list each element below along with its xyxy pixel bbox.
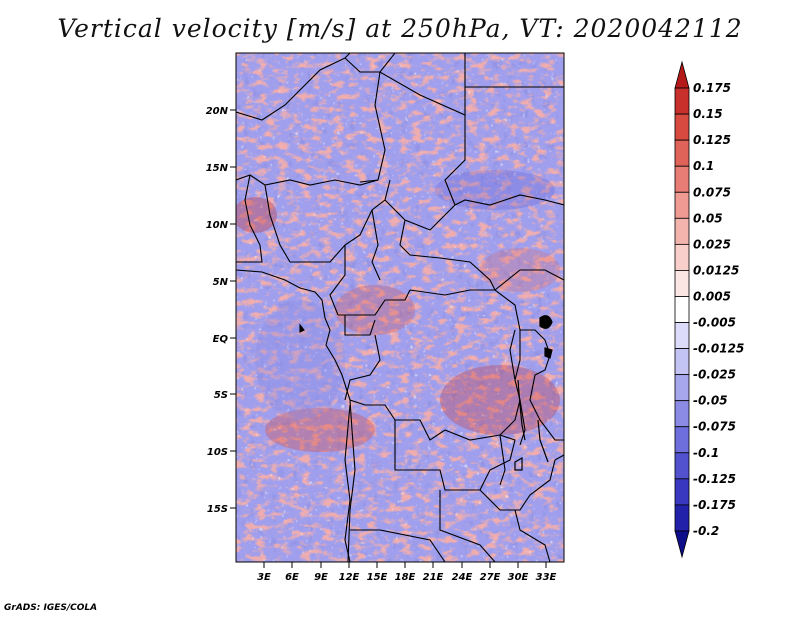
colorbar-label: -0.2	[693, 524, 719, 538]
colorbar-label: -0.075	[693, 420, 736, 434]
colorbar-swatch	[674, 87, 690, 115]
map-frame	[235, 52, 565, 563]
lat-label: 5N	[213, 277, 229, 288]
colorbar-swatch	[674, 530, 690, 559]
lon-label: 9E	[314, 572, 328, 583]
colorbar-label: -0.175	[693, 498, 736, 512]
coastline	[236, 269, 356, 562]
lon-label: 15E	[367, 572, 388, 583]
colorbar-swatch	[674, 139, 690, 167]
lon-label: 27E	[480, 572, 501, 583]
colorbar: 0.175 0.15 0.125 0.1 0.075 0.05 0.025 0.0125 0.0…	[674, 60, 744, 559]
colorbar-swatch	[674, 426, 690, 454]
colorbar-swatch	[674, 60, 690, 89]
lat-label: 5S	[214, 390, 228, 401]
colorbar-label: -0.1	[693, 446, 719, 460]
colorbar-label: 0.0125	[693, 263, 739, 277]
colorbar-label: 0.175	[693, 81, 731, 95]
colorbar-swatch	[674, 270, 690, 297]
chart-title: Vertical velocity [m/s] at 250hPa, VT: 2…	[57, 14, 743, 43]
colorbar-label: 0.15	[693, 107, 723, 121]
colorbar-swatch	[674, 322, 690, 349]
vertical-velocity-field	[236, 53, 564, 562]
lon-label: 3E	[257, 572, 271, 583]
lon-label: 6E	[285, 572, 299, 583]
lat-label: 10N	[206, 220, 229, 231]
colorbar-swatch	[674, 113, 690, 141]
colorbar-label: 0.1	[693, 159, 714, 173]
lat-label: 20N	[206, 106, 229, 117]
colorbar-swatch	[674, 400, 690, 428]
colorbar-swatch	[674, 374, 690, 402]
footer-credit: GrADS: IGES/COLA	[4, 603, 98, 613]
lat-label: 10S	[207, 447, 228, 458]
colorbar-label: 0.075	[693, 185, 731, 199]
colorbar-label: -0.05	[693, 394, 728, 408]
colorbar-swatch	[674, 191, 690, 219]
lon-label: 18E	[395, 572, 416, 583]
lat-label: 15N	[206, 163, 229, 174]
colorbar-swatch	[674, 296, 690, 323]
lat-label: 15S	[207, 504, 228, 515]
lat-label: EQ	[213, 334, 229, 345]
colorbar-label: -0.025	[693, 368, 736, 382]
lon-label: 12E	[339, 572, 360, 583]
country-boundaries	[236, 53, 564, 562]
lon-label: 24E	[452, 572, 473, 583]
lon-label: 21E	[423, 572, 444, 583]
colorbar-swatch	[674, 348, 690, 376]
colorbar-label: 0.005	[693, 289, 731, 303]
lon-label: 30E	[508, 572, 529, 583]
colorbar-label: 0.125	[693, 133, 731, 147]
colorbar-label: -0.005	[693, 316, 736, 330]
colorbar-swatch	[674, 165, 690, 193]
colorbar-swatch	[674, 452, 690, 480]
colorbar-swatch	[674, 478, 690, 506]
longitude-axis: 3E 6E 9E 12E 15E 18E 21E 24E 27E 30E 33E	[257, 562, 557, 583]
colorbar-label: 0.05	[693, 211, 723, 225]
colorbar-swatch	[674, 243, 690, 271]
latitude-axis: 20N 15N 10N 5N EQ 5S 10S 15S	[206, 106, 236, 515]
colorbar-label: -0.0125	[693, 342, 744, 356]
colorbar-label: 0.025	[693, 237, 731, 251]
colorbar-swatch	[674, 504, 690, 532]
colorbar-label: -0.125	[693, 472, 736, 486]
lakes	[514, 315, 553, 471]
colorbar-swatch	[674, 217, 690, 245]
lon-label: 33E	[536, 572, 557, 583]
